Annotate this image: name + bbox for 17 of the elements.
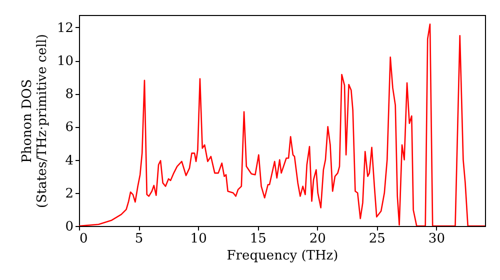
x-tick-label: 20: [309, 232, 326, 246]
y-tick-label: 10: [56, 54, 74, 70]
y-tick-label: 4: [65, 153, 74, 168]
x-tick-label: 5: [134, 232, 144, 246]
x-tick-label: 30: [428, 232, 445, 246]
x-tick-label: 25: [368, 232, 386, 246]
x-axis-title: Frequency (THz): [226, 248, 338, 264]
y-tick-label: 2: [65, 186, 74, 202]
y-tick-label: 8: [65, 87, 74, 102]
x-tick-label: 0: [80, 232, 88, 246]
x-tick-label: 10: [190, 232, 207, 246]
y-tick-label: 6: [65, 120, 74, 136]
x-tick-label: 15: [250, 232, 266, 246]
y-tick-label: 12: [56, 20, 74, 36]
line-series: [79, 23, 485, 226]
y-axis-title: Phonon DOS (States/THz·primitive cell): [20, 34, 50, 208]
y-tick-label: 0: [65, 220, 74, 234]
